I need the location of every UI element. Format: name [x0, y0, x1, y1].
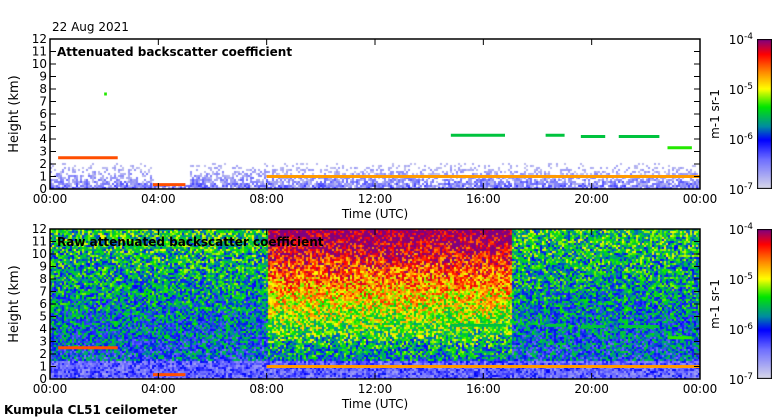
- footer-label: Kumpula CL51 ceilometer: [4, 403, 177, 417]
- y-tick-label: 11: [32, 235, 47, 249]
- aerosol-layer: [667, 336, 692, 340]
- y-tick-label: 5: [39, 120, 47, 134]
- colorbar-label: m-1 sr-1: [708, 279, 722, 329]
- x-tick-label: 00:00: [33, 382, 68, 396]
- y-tick-label: 2: [39, 157, 47, 171]
- x-axis-label: Time (UTC): [341, 207, 408, 221]
- boundary-layer-cloud: [266, 365, 700, 368]
- y-axis-label: Height (km): [7, 265, 22, 342]
- colorbar: [757, 229, 772, 379]
- low-cloud: [152, 183, 186, 187]
- y-tick-label: 6: [39, 297, 47, 311]
- x-tick-label: 04:00: [141, 382, 176, 396]
- colorbar-label: m-1 sr-1: [708, 89, 722, 139]
- x-tick-label: 00:00: [33, 192, 68, 206]
- x-tick-label: 20:00: [574, 382, 609, 396]
- y-axis-label: Height (km): [7, 75, 22, 152]
- x-tick-label: 00:00: [683, 192, 718, 206]
- aerosol-layer: [618, 135, 660, 138]
- plot-frame: [49, 38, 701, 190]
- plot-frame: [49, 228, 701, 380]
- aerosol-layer: [580, 135, 606, 138]
- colorbar-tick-label: 10-6: [729, 322, 754, 337]
- y-tick-label: 12: [32, 32, 47, 46]
- high-cloud: [104, 282, 107, 286]
- panel-title: Raw attenuated backscatter coefficient: [57, 235, 324, 249]
- aerosol-layer: [618, 325, 660, 328]
- x-tick-label: 20:00: [574, 192, 609, 206]
- x-tick-label: 08:00: [249, 192, 284, 206]
- x-tick-label: 12:00: [358, 382, 393, 396]
- y-tick-label: 8: [39, 82, 47, 96]
- colorbar-tick-label: 10-7: [729, 372, 753, 387]
- y-tick-label: 9: [39, 70, 47, 84]
- colorbar-tick-label: 10-7: [729, 182, 753, 197]
- x-tick-label: 04:00: [141, 192, 176, 206]
- x-tick-label: 00:00: [683, 382, 718, 396]
- y-tick-label: 5: [39, 310, 47, 324]
- aerosol-layer: [667, 146, 692, 150]
- y-tick-label: 4: [39, 322, 47, 336]
- y-tick-label: 1: [39, 360, 47, 374]
- y-tick-label: 4: [39, 132, 47, 146]
- y-tick-label: 10: [32, 247, 47, 261]
- y-tick-label: 3: [39, 145, 47, 159]
- y-tick-label: 0: [39, 182, 47, 196]
- colorbar-tick-label: 10-6: [729, 132, 754, 147]
- cloud-layer: [58, 156, 118, 160]
- raw-backscatter-heatmap: [50, 229, 700, 379]
- y-tick-label: 6: [39, 107, 47, 121]
- x-tick-label: 12:00: [358, 192, 393, 206]
- boundary-layer-cloud: [266, 175, 700, 178]
- y-tick-label: 1: [39, 170, 47, 184]
- x-axis-label: Time (UTC): [341, 397, 408, 411]
- y-tick-label: 2: [39, 347, 47, 361]
- y-tick-label: 7: [39, 285, 47, 299]
- y-tick-label: 9: [39, 260, 47, 274]
- backscatter-heatmap: [50, 39, 700, 189]
- aerosol-layer: [545, 133, 565, 137]
- y-tick-label: 12: [32, 222, 47, 236]
- y-tick-label: 0: [39, 372, 47, 386]
- colorbar: [757, 39, 772, 189]
- y-tick-label: 3: [39, 335, 47, 349]
- date-label: 22 Aug 2021: [52, 20, 129, 34]
- x-tick-label: 16:00: [466, 382, 501, 396]
- aerosol-layer: [450, 323, 505, 327]
- aerosol-layer: [580, 325, 606, 328]
- colorbar-tick-label: 10-5: [729, 272, 753, 287]
- y-tick-label: 10: [32, 57, 47, 71]
- x-tick-label: 16:00: [466, 192, 501, 206]
- panel-title: Attenuated backscatter coefficient: [57, 45, 292, 59]
- colorbar-tick-label: 10-4: [729, 32, 754, 47]
- aerosol-layer: [450, 133, 505, 137]
- y-tick-label: 11: [32, 45, 47, 59]
- colorbar-tick-label: 10-5: [729, 82, 753, 97]
- low-cloud: [152, 373, 186, 377]
- y-tick-label: 8: [39, 272, 47, 286]
- colorbar-tick-label: 10-4: [729, 222, 754, 237]
- high-cloud: [104, 92, 107, 96]
- y-tick-label: 7: [39, 95, 47, 109]
- aerosol-layer: [545, 323, 565, 327]
- x-tick-label: 08:00: [249, 382, 284, 396]
- cloud-layer: [58, 346, 118, 350]
